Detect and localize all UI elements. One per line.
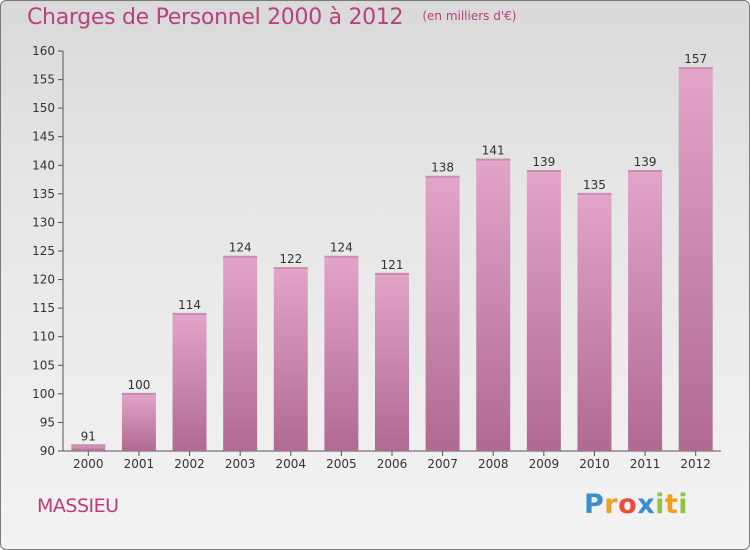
bar — [375, 273, 409, 451]
data-label: 121 — [381, 258, 404, 272]
y-tick-label: 145 — [32, 130, 55, 144]
x-tick-label: 2003 — [225, 457, 256, 471]
data-label: 91 — [81, 429, 96, 443]
y-tick-label: 95 — [40, 415, 55, 429]
y-tick-label: 100 — [32, 387, 55, 401]
commune-name: MASSIEU — [37, 495, 119, 517]
bar — [425, 176, 460, 451]
data-label: 135 — [583, 178, 606, 192]
logo-letter: t — [664, 489, 679, 520]
x-tick-label: 2000 — [73, 457, 104, 471]
logo-letter: r — [604, 489, 619, 520]
data-label: 157 — [684, 52, 707, 66]
y-tick-label: 125 — [32, 244, 55, 258]
bar — [324, 256, 359, 451]
y-tick-label: 140 — [32, 158, 55, 172]
y-tick-label: 105 — [32, 358, 55, 372]
x-tick-label: 2006 — [377, 457, 408, 471]
data-label: 124 — [229, 241, 252, 255]
bar — [628, 171, 663, 451]
x-tick-label: 2008 — [478, 457, 509, 471]
x-tick-label: 2011 — [630, 457, 661, 471]
bar — [121, 393, 156, 451]
bar — [71, 445, 106, 451]
bar — [172, 313, 207, 451]
data-label: 100 — [127, 378, 150, 392]
data-label: 138 — [431, 161, 454, 175]
logo-letter: o — [618, 489, 638, 520]
logo-letter: i — [678, 489, 689, 520]
logo-letter: P — [584, 489, 605, 520]
bar — [577, 193, 612, 451]
y-tick-label: 120 — [32, 273, 55, 287]
y-tick-label: 130 — [32, 215, 55, 229]
chart-title: Charges de Personnel 2000 à 2012 — [27, 5, 404, 30]
x-tick-label: 2010 — [579, 457, 610, 471]
data-label: 139 — [634, 155, 657, 169]
x-tick-label: 2004 — [275, 457, 306, 471]
logo-letter: x — [637, 489, 656, 520]
y-tick-label: 160 — [32, 44, 55, 58]
bar — [476, 159, 511, 452]
x-tick-label: 2009 — [529, 457, 560, 471]
data-label: 139 — [532, 155, 555, 169]
data-label: 114 — [178, 298, 201, 312]
y-tick-label: 115 — [32, 301, 55, 315]
chart-subtitle: (en milliers d'€) — [422, 9, 517, 23]
x-tick-label: 2012 — [680, 457, 711, 471]
y-tick-label: 135 — [32, 187, 55, 201]
data-label: 124 — [330, 241, 353, 255]
bar — [526, 171, 561, 451]
title-row: Charges de Personnel 2000 à 2012 (en mil… — [27, 5, 516, 30]
x-tick-label: 2005 — [326, 457, 357, 471]
x-tick-label: 2002 — [174, 457, 205, 471]
y-tick-label: 150 — [32, 101, 55, 115]
logo-letter: i — [655, 489, 665, 520]
bar — [273, 268, 308, 451]
data-label: 141 — [482, 144, 505, 158]
y-tick-label: 110 — [32, 330, 55, 344]
proxiti-logo: Proxiti — [584, 489, 688, 520]
y-tick-label: 90 — [40, 444, 55, 458]
x-tick-label: 2007 — [427, 457, 458, 471]
y-tick-label: 155 — [32, 73, 55, 87]
data-label: 122 — [279, 252, 302, 266]
bar — [678, 68, 713, 452]
bar — [223, 256, 258, 451]
x-tick-label: 2001 — [124, 457, 155, 471]
